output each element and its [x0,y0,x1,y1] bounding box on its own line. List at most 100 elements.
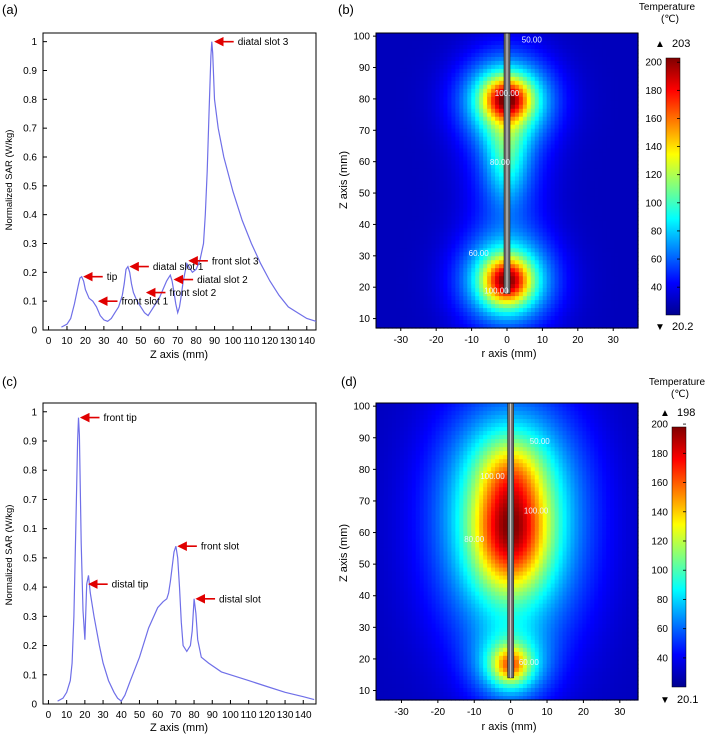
temperature-cell [522,56,528,62]
temperature-cell [522,200,528,206]
temperature-cell [514,244,520,249]
temperature-cell [495,240,500,245]
temperature-cell [443,120,449,126]
temperature-cell [606,252,611,257]
temperature-cell [626,100,631,106]
temperature-cell [431,44,437,50]
temperature-cell [530,304,536,309]
temperature-cell [495,144,500,150]
temperature-cell [379,80,385,86]
temperature-cell [383,120,389,126]
temperature-cell [550,140,556,146]
temperature-cell [415,236,421,241]
temperature-cell [463,140,468,146]
temperature-cell [634,180,639,186]
temperature-cell [439,260,445,265]
temperature-cell [387,96,393,102]
temperature-cell [518,240,524,245]
temperature-cell [491,68,496,74]
temperature-cell [379,33,385,38]
temperature-cell [566,156,572,162]
temperature-cell [395,104,401,110]
temperature-cell [407,160,413,166]
temperature-cell [618,52,623,58]
y-tick-label: 0 [31,326,37,337]
temperature-cell [602,296,607,301]
temperature-cell [538,112,544,118]
temperature-cell [618,304,623,309]
temperature-cell [554,124,560,130]
temperature-cell [387,68,393,74]
temperature-cell [419,176,425,182]
temperature-cell [542,236,548,241]
temperature-cell [411,33,417,38]
temperature-cell [376,132,381,138]
temperature-cell [518,112,524,118]
temperature-cell [630,312,635,317]
temperature-cell [447,288,453,293]
temperature-cell [415,288,421,293]
temperature-cell [467,252,472,257]
temperature-cell [590,140,595,146]
temperature-cell [376,204,381,210]
temperature-cell [558,300,564,305]
temperature-cell [526,268,532,273]
temperature-cell [578,52,584,58]
temperature-cell [534,168,540,174]
temperature-cell [622,120,627,126]
temperature-cell [598,248,603,253]
temperature-cell [606,188,611,194]
temperature-cell [479,88,484,94]
temperature-cell [578,36,584,42]
temperature-cell [562,208,568,213]
temperature-cell [542,292,548,297]
temperature-cell [379,92,385,98]
temperature-cell [427,96,433,102]
temperature-cell [590,264,595,269]
temperature-cell [598,33,603,38]
temperature-cell [586,33,591,38]
temperature-cell [491,244,496,249]
temperature-cell [626,296,631,301]
temperature-cell [530,192,536,198]
x-tick-label: 130 [280,336,297,347]
temperature-cell [514,240,520,245]
temperature-cell [499,96,504,102]
temperature-cell [479,60,484,66]
temperature-cell [558,136,564,142]
temperature-cell [487,300,492,305]
temperature-cell [546,248,552,253]
temperature-cell [475,224,480,229]
temperature-cell [554,324,560,329]
temperature-cell [451,216,456,221]
temperature-cell [499,196,504,202]
temperature-cell [435,160,441,166]
temperature-cell [427,188,433,194]
temperature-cell [570,156,576,162]
temperature-cell [399,148,405,154]
temperature-cell [487,260,492,265]
temperature-cell [403,300,409,305]
temperature-cell [534,296,540,301]
temperature-cell [550,168,556,174]
temperature-cell [447,224,453,229]
temperature-cell [395,160,401,166]
temperature-cell [415,96,421,102]
temperature-cell [411,100,417,106]
temperature-cell [606,200,611,206]
temperature-cell [602,140,607,146]
temperature-cell [554,248,560,253]
temperature-cell [459,300,464,305]
temperature-cell [463,192,468,198]
temperature-cell [622,304,627,309]
temperature-cell [475,320,480,325]
temperature-cell [455,288,460,293]
temperature-cell [451,224,456,229]
temperature-cell [435,68,441,74]
temperature-cell [606,92,611,98]
temperature-cell [570,44,576,50]
temperature-cell [495,220,500,225]
temperature-cell [403,248,409,253]
temperature-cell [491,200,496,206]
temperature-cell [435,240,441,245]
